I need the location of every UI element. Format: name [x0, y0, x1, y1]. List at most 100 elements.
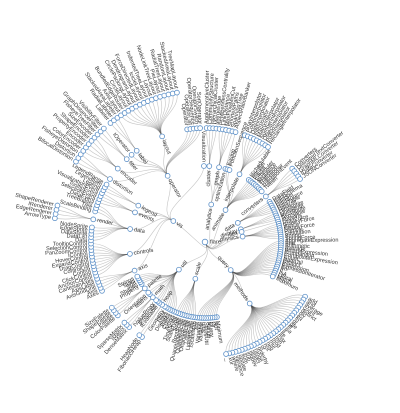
node-label: Spring	[285, 233, 302, 240]
link	[210, 168, 226, 205]
link	[205, 269, 234, 318]
node-label: data	[224, 222, 237, 233]
link	[249, 303, 258, 344]
node-label: Range	[205, 322, 212, 339]
link	[91, 227, 131, 230]
link	[147, 101, 163, 137]
link	[91, 252, 130, 256]
node-label: vis	[175, 221, 184, 230]
link	[249, 303, 260, 343]
link	[54, 217, 94, 220]
node-label: graph	[213, 171, 222, 186]
node	[107, 176, 113, 182]
node-label: Count	[283, 254, 299, 263]
node-label: NBodyForce	[284, 222, 316, 233]
link	[182, 278, 196, 315]
link	[239, 141, 260, 175]
node	[123, 156, 130, 162]
link	[148, 269, 180, 293]
link	[249, 297, 304, 309]
node-label: Minimum	[214, 321, 224, 345]
node-label: IsA	[278, 270, 288, 279]
node-label: DateUtil	[282, 257, 303, 267]
link	[109, 170, 168, 182]
link	[92, 253, 130, 261]
link	[91, 228, 131, 241]
link	[225, 132, 236, 169]
node-label: Sort	[126, 280, 138, 291]
node-label: Comparison	[284, 250, 315, 260]
link	[230, 242, 281, 273]
node-label: where	[230, 355, 240, 372]
link	[91, 140, 118, 169]
node-label: AggregateExpression	[285, 238, 339, 245]
link	[225, 186, 258, 211]
link	[113, 120, 137, 151]
link	[228, 303, 253, 354]
link	[97, 134, 127, 160]
link	[134, 212, 174, 222]
node-label: BinaryExpression	[284, 247, 328, 257]
node-label: Axis	[86, 287, 98, 297]
node-label: filter	[127, 160, 139, 172]
link	[139, 104, 163, 137]
link	[94, 253, 130, 270]
node	[239, 233, 246, 240]
link	[237, 203, 271, 224]
link	[237, 205, 272, 224]
node-label: Arithmetic	[285, 243, 310, 250]
node-label: FlareVis	[281, 213, 302, 224]
node-label: LinearScale	[185, 321, 196, 351]
node	[101, 125, 107, 132]
link	[168, 269, 180, 309]
link	[218, 129, 227, 168]
link	[199, 269, 234, 318]
node	[223, 351, 229, 357]
link	[265, 168, 293, 197]
link	[249, 303, 269, 338]
node-label: scale	[194, 262, 203, 276]
node-label: or	[258, 344, 266, 351]
node	[89, 224, 95, 231]
node-label: AgglomerativeCluster	[204, 70, 211, 124]
link	[95, 253, 130, 276]
node	[216, 164, 222, 171]
link	[99, 198, 136, 213]
link	[230, 247, 281, 274]
link	[159, 96, 163, 137]
link	[242, 225, 280, 237]
link	[240, 217, 278, 230]
link	[144, 269, 180, 289]
node-label: render	[96, 218, 113, 227]
node-label: LinkDistance	[221, 93, 232, 126]
link	[209, 128, 214, 167]
node-label: SpringForce	[285, 235, 316, 242]
link	[170, 269, 180, 310]
link	[91, 228, 131, 238]
link	[218, 128, 221, 168]
link	[165, 128, 201, 176]
node	[164, 173, 171, 179]
link	[204, 204, 212, 247]
link	[197, 269, 234, 318]
node-label: IOperator	[111, 132, 131, 154]
link	[94, 137, 118, 169]
link	[230, 265, 278, 275]
node-label: Sum	[201, 322, 207, 334]
node-label: _	[223, 357, 230, 363]
link	[176, 278, 196, 313]
node	[235, 220, 241, 226]
node-label: layout	[160, 139, 171, 156]
link	[139, 304, 163, 336]
link	[117, 288, 145, 316]
link	[218, 131, 233, 168]
link	[103, 128, 127, 160]
node	[197, 125, 203, 131]
node-label: heap	[162, 290, 174, 304]
link	[106, 184, 139, 206]
link	[164, 269, 180, 307]
link	[214, 269, 234, 318]
link	[188, 278, 196, 317]
link	[101, 192, 136, 213]
